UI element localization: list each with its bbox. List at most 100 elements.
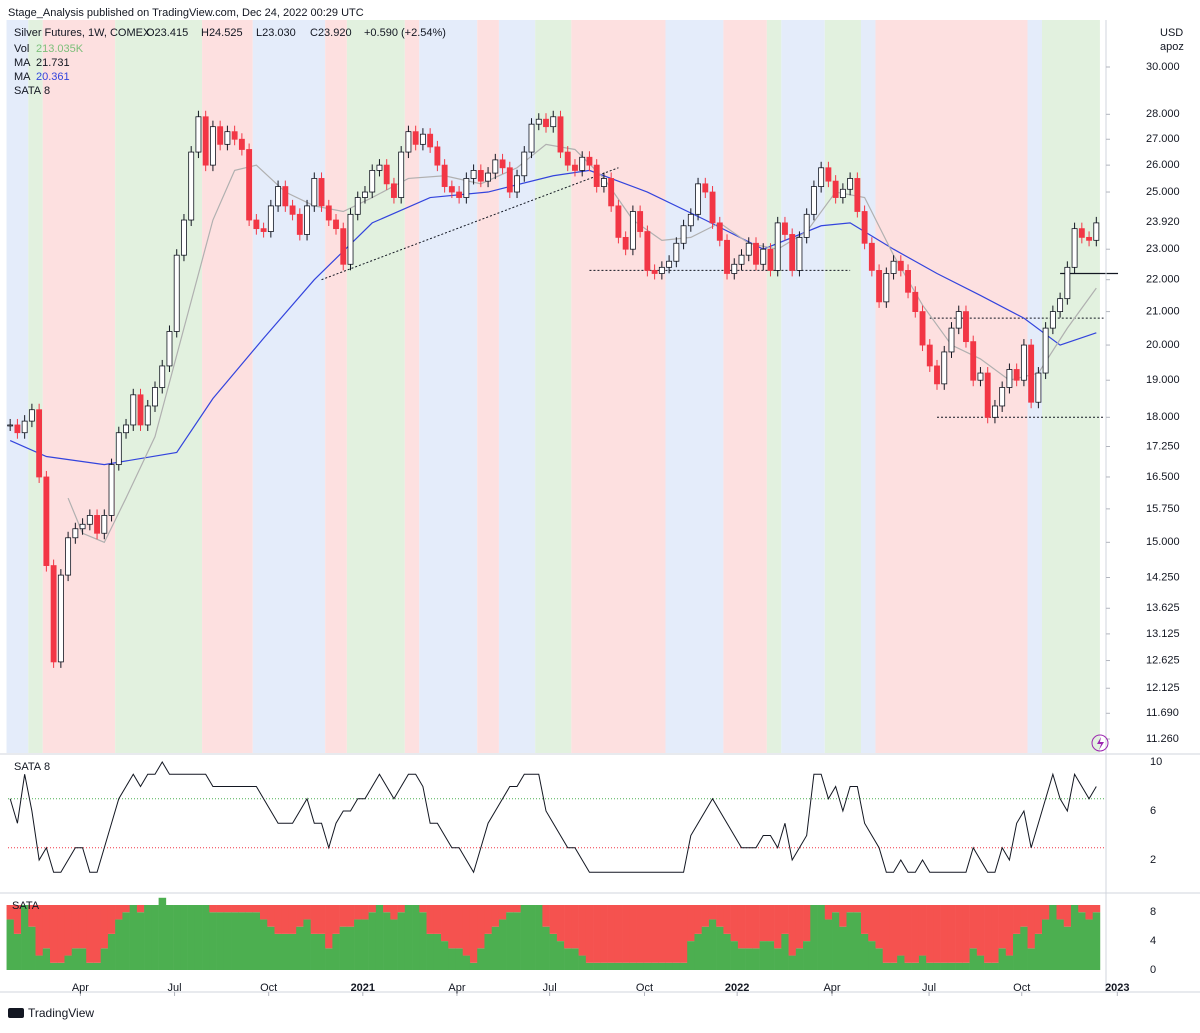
heat-red — [35, 905, 44, 956]
vol-value: 213.035K — [36, 43, 84, 55]
heat-red — [419, 905, 427, 913]
heat-green — [889, 962, 898, 970]
candle — [796, 236, 803, 271]
candle — [296, 213, 303, 235]
heat-green — [853, 912, 862, 970]
heat-red — [78, 905, 87, 949]
y-tick-label: 27.000 — [1146, 133, 1180, 145]
candle — [897, 260, 904, 271]
candle — [1049, 311, 1056, 329]
heat-green — [122, 912, 130, 970]
stage-band — [252, 20, 326, 753]
candle — [398, 151, 405, 198]
stage-band — [1042, 20, 1100, 753]
heat-red — [933, 905, 941, 963]
y-tick-label: 21.000 — [1146, 305, 1180, 317]
candle — [637, 211, 644, 232]
heat-green — [882, 962, 891, 970]
candle — [977, 372, 984, 381]
legend: Silver Futures, 1W, COMEX O23.415 H24.52… — [14, 27, 446, 97]
sata-name: SATA — [14, 85, 42, 97]
heat-green — [361, 919, 369, 970]
heat-green — [781, 933, 789, 970]
candle — [926, 344, 933, 367]
candle — [14, 424, 21, 434]
stage-band — [419, 20, 478, 753]
candle — [202, 116, 209, 166]
heat-green — [687, 941, 695, 970]
candle — [209, 126, 216, 166]
candle — [760, 248, 767, 265]
heat-red — [1042, 905, 1050, 920]
heat-green — [209, 912, 217, 970]
heat-green — [274, 933, 283, 970]
candle — [405, 131, 412, 153]
heat-red — [71, 905, 80, 949]
heat-green — [600, 962, 608, 970]
heat-green — [614, 962, 623, 970]
heat-green — [723, 933, 731, 970]
heat-red — [1013, 905, 1021, 934]
heat-green — [78, 948, 87, 970]
heat-green — [187, 905, 196, 970]
heat-red — [969, 905, 978, 949]
high: H24.525 — [201, 27, 243, 39]
candle — [499, 159, 506, 169]
candle — [275, 186, 282, 207]
heat-green — [498, 919, 507, 970]
icon[interactable] — [1091, 734, 1109, 752]
heat-green — [701, 926, 710, 970]
y-tick-label: 18.000 — [1146, 411, 1180, 423]
candle — [72, 528, 79, 539]
heat-green — [607, 962, 616, 970]
heat-red — [216, 905, 225, 913]
heat-green — [520, 905, 529, 970]
y-tick-label: 15.000 — [1146, 536, 1180, 548]
heat-green — [1027, 948, 1036, 970]
heat-green — [339, 926, 348, 970]
heat-red — [875, 905, 884, 949]
heat-green — [860, 933, 869, 970]
heat-green — [955, 962, 963, 970]
heat-red — [455, 905, 464, 949]
candle — [550, 116, 557, 128]
heat-red — [614, 905, 623, 963]
heat-green — [803, 941, 811, 970]
heat-green — [795, 948, 804, 970]
heat-green — [962, 962, 970, 970]
heat-green — [245, 912, 254, 970]
heat-red — [918, 905, 927, 956]
heat-red — [766, 905, 775, 942]
candle — [101, 515, 108, 534]
heat-green — [716, 926, 724, 970]
heat-green — [13, 933, 22, 970]
candle — [231, 131, 238, 140]
candle — [948, 327, 955, 353]
heat-green — [527, 905, 536, 970]
candle — [188, 151, 195, 221]
vol-name: Vol — [14, 43, 29, 55]
candle — [383, 164, 390, 185]
stage-band — [723, 20, 767, 753]
heat-green — [441, 941, 449, 970]
heat-red — [368, 905, 377, 913]
heat-red — [93, 905, 101, 963]
heat-red — [484, 905, 492, 934]
candle — [608, 178, 615, 207]
heat-red — [607, 905, 616, 963]
candle — [144, 405, 151, 426]
heat-red — [6, 905, 15, 920]
candle — [441, 164, 448, 187]
candle — [992, 405, 998, 418]
candle — [825, 167, 832, 182]
heat-green — [564, 948, 572, 970]
candle — [94, 515, 100, 534]
heat-red — [498, 905, 507, 920]
heat-green — [897, 955, 905, 970]
heat-green — [375, 905, 384, 970]
heat-red — [904, 905, 912, 963]
stage-band — [665, 20, 724, 753]
candle — [195, 116, 202, 153]
heat-red — [13, 905, 22, 934]
candle — [238, 138, 245, 150]
